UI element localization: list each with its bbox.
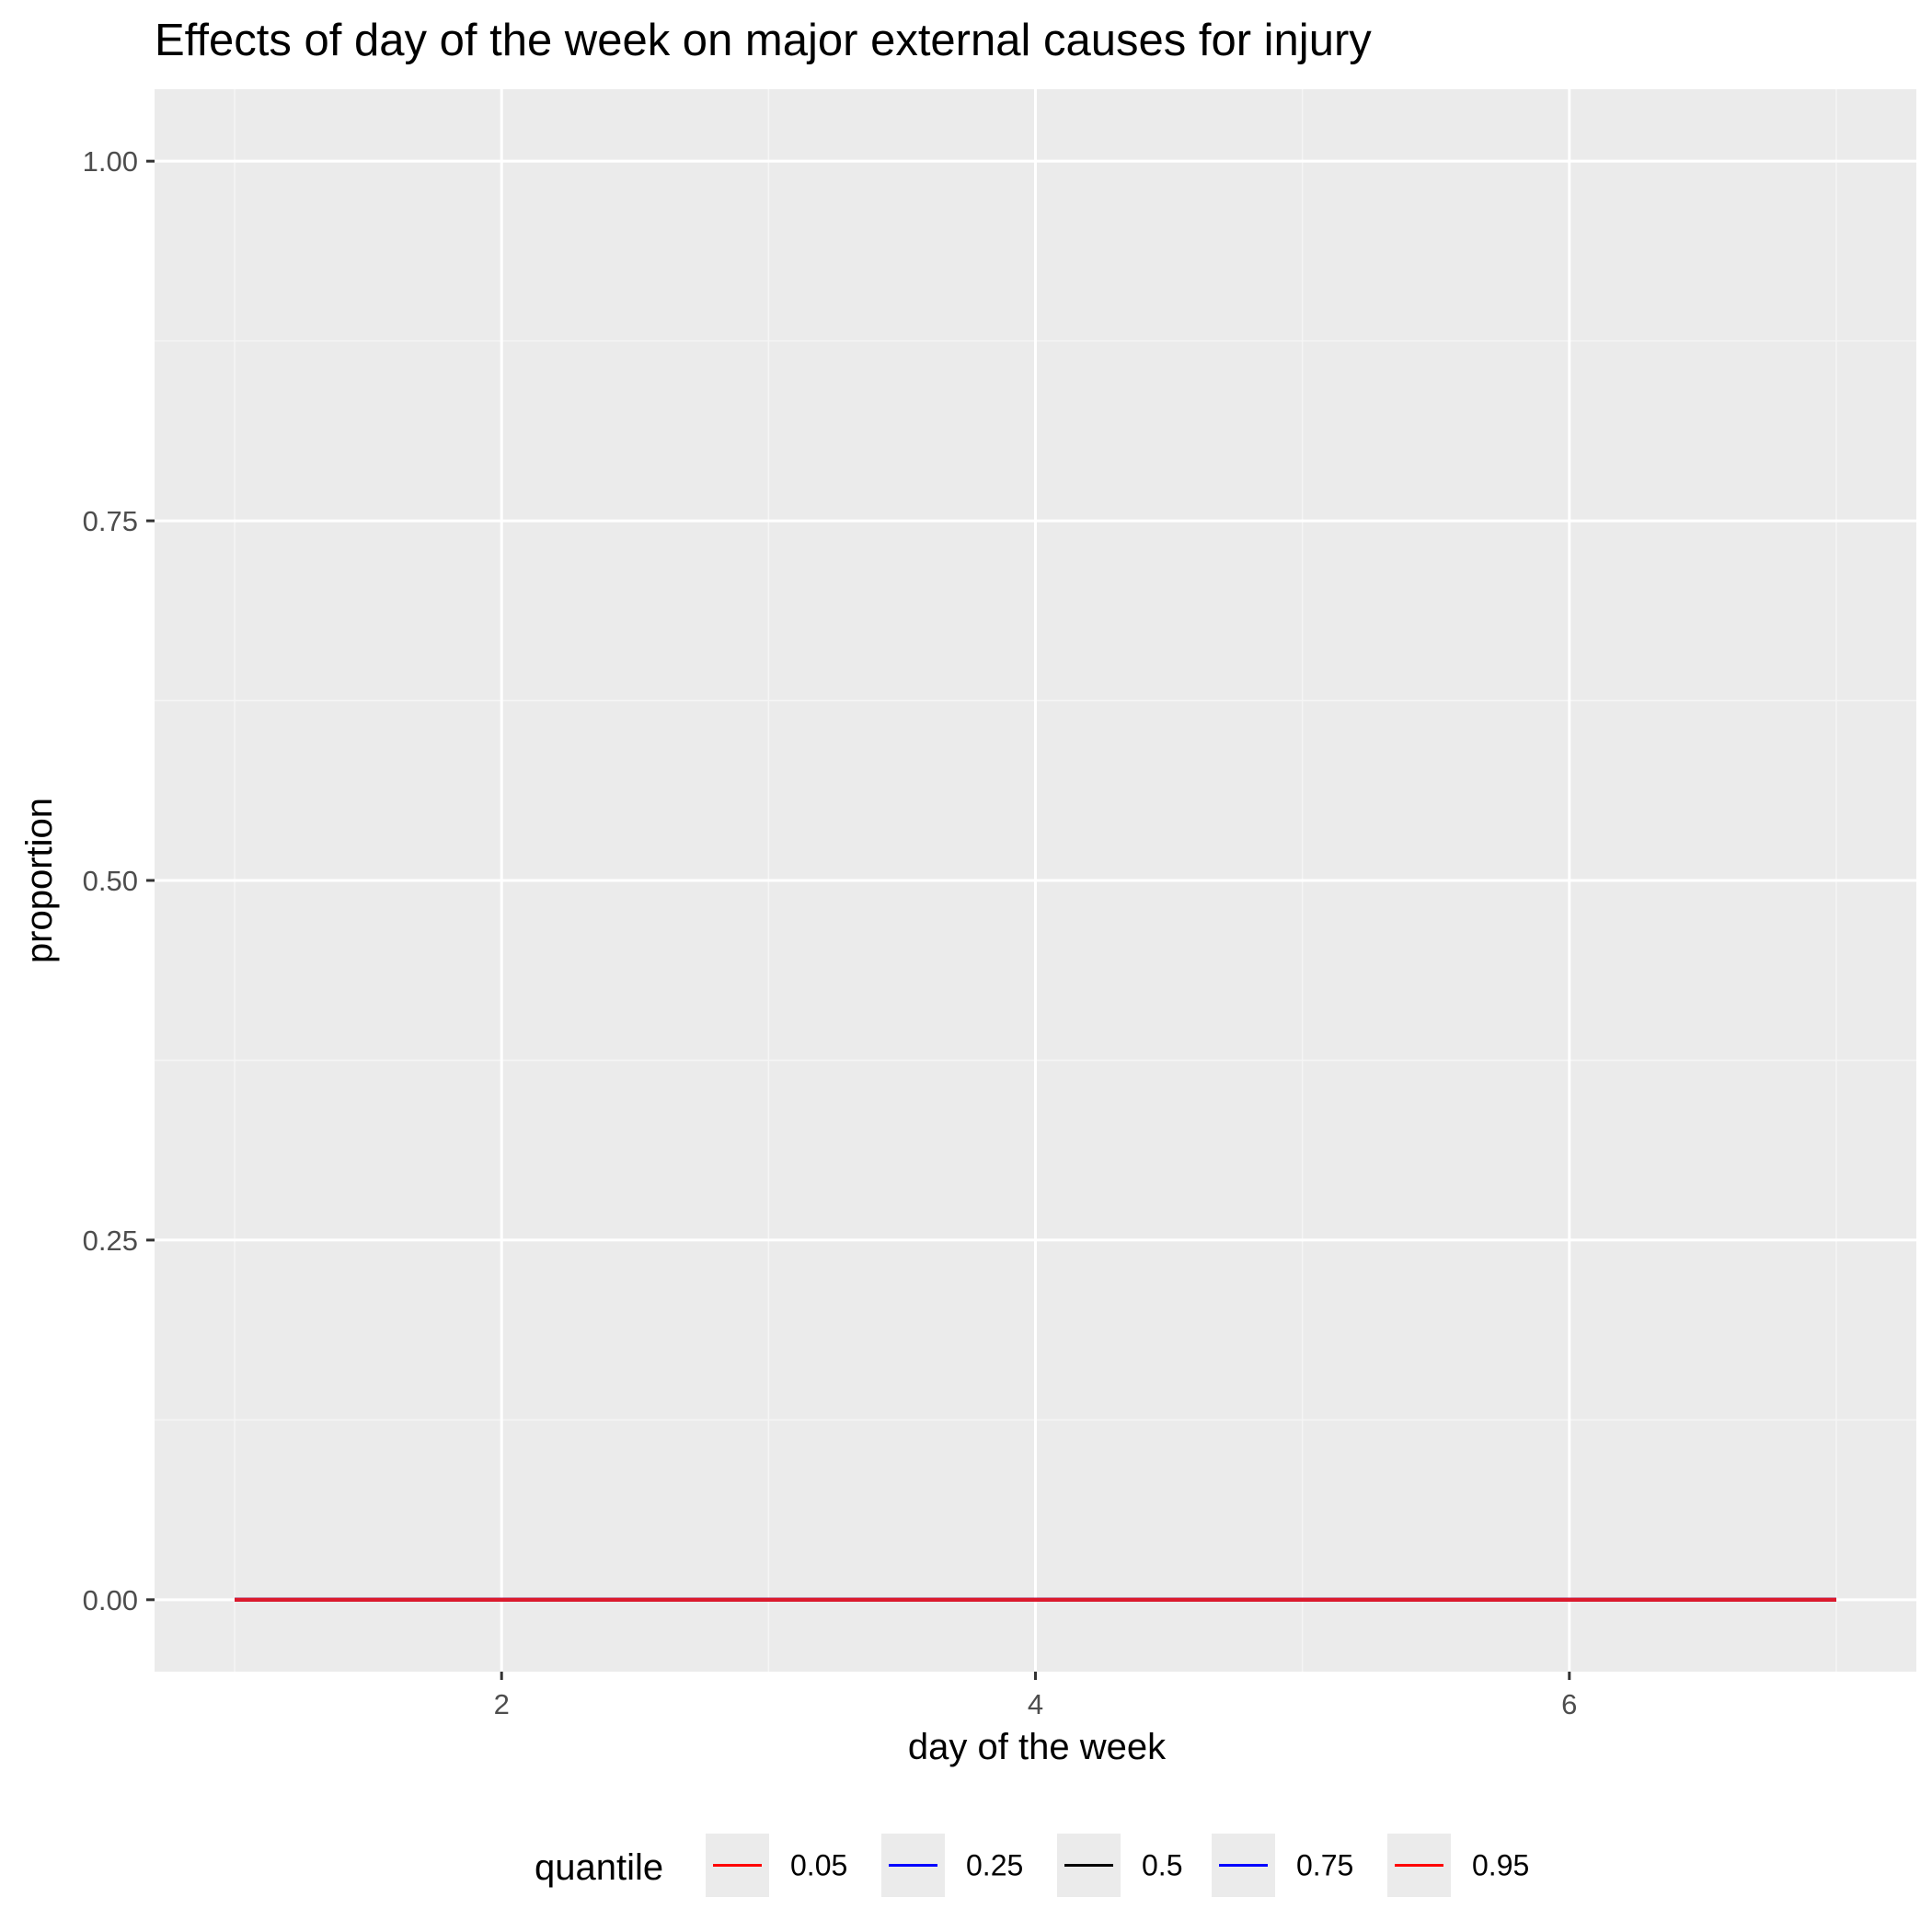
legend-label: 0.25 xyxy=(966,1849,1023,1882)
y-tick-label: 0.50 xyxy=(83,865,138,897)
y-tick-label: 0.25 xyxy=(83,1225,138,1257)
x-tick-label: 2 xyxy=(494,1688,510,1720)
y-axis-title: proportion xyxy=(19,798,60,963)
x-axis: 2 4 6 xyxy=(494,1672,1577,1720)
y-tick-label: 0.75 xyxy=(83,505,138,537)
legend-item-0.5: 0.5 xyxy=(1057,1834,1182,1897)
legend-item-0.05: 0.05 xyxy=(706,1834,847,1897)
legend-item-0.75: 0.75 xyxy=(1212,1834,1353,1897)
legend: quantile 0.05 0.25 0.5 0.75 0.95 xyxy=(535,1834,1529,1897)
y-tick-label: 1.00 xyxy=(83,145,138,178)
y-axis: 0.00 0.25 0.50 0.75 1.00 xyxy=(83,145,155,1616)
legend-title: quantile xyxy=(535,1847,663,1888)
legend-items: 0.05 0.25 0.5 0.75 0.95 xyxy=(706,1834,1529,1897)
legend-item-0.25: 0.25 xyxy=(881,1834,1023,1897)
legend-label: 0.5 xyxy=(1142,1849,1182,1882)
chart-title: Effects of day of the week on major exte… xyxy=(155,16,1372,65)
legend-label: 0.75 xyxy=(1296,1849,1353,1882)
legend-label: 0.05 xyxy=(790,1849,847,1882)
x-tick-label: 6 xyxy=(1561,1688,1577,1720)
legend-item-0.95: 0.95 xyxy=(1387,1834,1529,1897)
x-tick-label: 4 xyxy=(1028,1688,1043,1720)
x-axis-title: day of the week xyxy=(908,1727,1167,1767)
legend-label: 0.95 xyxy=(1472,1849,1529,1882)
y-tick-label: 0.00 xyxy=(83,1584,138,1616)
